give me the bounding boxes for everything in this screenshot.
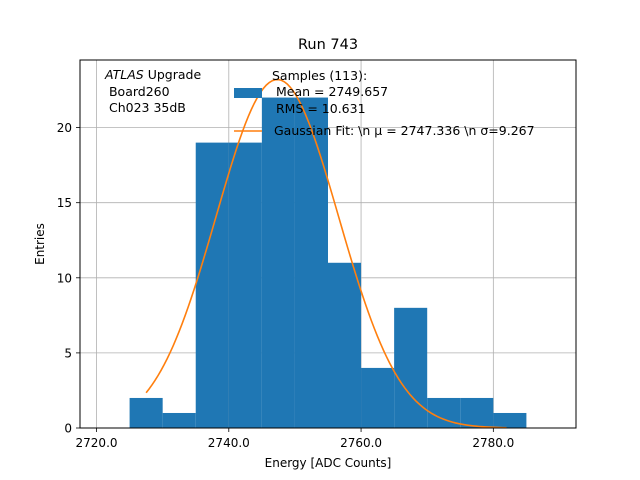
- gaussian-fit-curve: [145, 78, 507, 429]
- legend-samples-line-3: RMS = 10.631: [272, 101, 366, 116]
- legend-samples-line-1: Samples (113):: [272, 68, 367, 83]
- legend-fit-label: Gaussian Fit: \n μ = 2747.336 \n σ=9.267: [274, 123, 535, 138]
- histogram-bar: [162, 412, 196, 428]
- histogram-bar: [493, 412, 527, 428]
- x-axis-ticks: 2720.0 2740.0 2760.0 2780.0: [76, 428, 514, 450]
- histogram-bar: [261, 97, 295, 428]
- histogram-bar: [228, 142, 262, 428]
- legend-samples-swatch: [234, 88, 262, 98]
- annotation-atlas-italic: ATLAS: [104, 67, 144, 82]
- x-axis-label: Energy [ADC Counts]: [265, 456, 392, 470]
- x-tick-label: 2720.0: [76, 436, 118, 450]
- annotation-upgrade: Upgrade: [144, 67, 202, 82]
- histogram-bar: [129, 397, 163, 428]
- y-axis-label: Entries: [33, 223, 47, 265]
- histogram-bar: [328, 262, 362, 428]
- y-tick-label: 20: [57, 121, 72, 135]
- atlas-annotation: ATLAS Upgrade Board260 Ch023 35dB: [104, 67, 201, 115]
- y-tick-label: 5: [64, 346, 72, 360]
- legend: Samples (113): Mean = 2749.657 RMS = 10.…: [234, 68, 535, 138]
- histogram-bars: [129, 97, 527, 428]
- y-tick-label: 0: [64, 422, 72, 436]
- plot-frame: [79, 59, 577, 429]
- chart-title: Run 743: [298, 37, 358, 53]
- annotation-line-2: Board260: [105, 84, 170, 99]
- histogram-bar: [361, 367, 395, 428]
- x-tick-label: 2740.0: [208, 436, 250, 450]
- x-tick-label: 2780.0: [472, 436, 514, 450]
- legend-samples-line-2: Mean = 2749.657: [272, 84, 388, 99]
- y-tick-label: 10: [57, 271, 72, 285]
- histogram-bar: [394, 307, 428, 428]
- y-tick-label: 15: [57, 196, 72, 210]
- histogram-bar: [460, 397, 494, 428]
- x-tick-label: 2760.0: [340, 436, 382, 450]
- y-axis-ticks: 0 5 10 15 20: [57, 121, 80, 436]
- annotation-line-1: ATLAS Upgrade: [104, 67, 201, 82]
- histogram-bar: [195, 142, 229, 428]
- histogram-bar: [294, 97, 328, 428]
- annotation-line-3: Ch023 35dB: [105, 100, 186, 115]
